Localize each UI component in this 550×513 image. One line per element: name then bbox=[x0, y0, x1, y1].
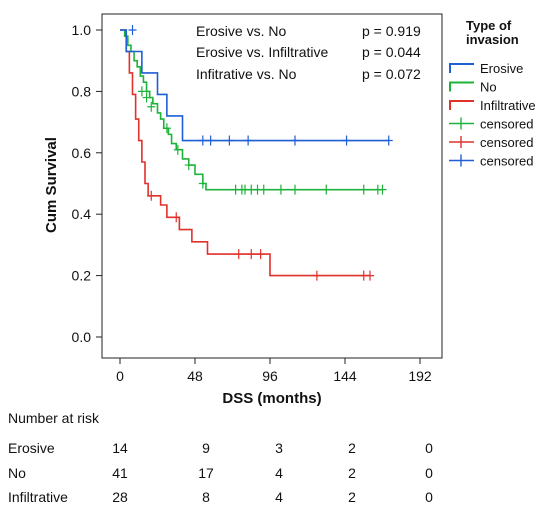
risk-cell: 8 bbox=[202, 489, 210, 505]
censor-mark-erosive bbox=[225, 135, 234, 146]
censor-mark-erosive bbox=[128, 25, 137, 35]
risk-cell: 4 bbox=[275, 489, 283, 505]
series-layer bbox=[120, 25, 393, 281]
x-axis-label: DSS (months) bbox=[222, 390, 321, 407]
x-tick-label: 96 bbox=[262, 368, 278, 384]
annotation-block: Erosive vs. No p = 0.919 Erosive vs. Inf… bbox=[196, 23, 421, 82]
censor-mark-no bbox=[378, 184, 387, 195]
y-tick-label: 0.4 bbox=[72, 206, 92, 222]
censor-mark-no bbox=[162, 123, 171, 134]
y-tick-label: 0.8 bbox=[72, 83, 92, 99]
censor-mark-erosive bbox=[342, 135, 351, 146]
plot-frame bbox=[101, 13, 443, 359]
annotation-p-3: p = 0.072 bbox=[362, 66, 421, 82]
censor-mark-no bbox=[142, 92, 151, 103]
censor-mark-no bbox=[322, 184, 331, 195]
risk-row-erosive: Erosive 14 9 3 2 0 bbox=[8, 440, 548, 460]
x-tick-label: 48 bbox=[187, 368, 203, 384]
risk-cell: 3 bbox=[275, 440, 283, 456]
risk-cell: 0 bbox=[425, 440, 433, 456]
censor-mark-no bbox=[276, 184, 285, 195]
censor-mark-no bbox=[147, 101, 156, 112]
censor-mark-infiltrative bbox=[147, 190, 156, 201]
risk-cell: 2 bbox=[348, 440, 356, 456]
legend-entry: censored bbox=[449, 154, 533, 169]
censor-mark-erosive bbox=[206, 135, 215, 146]
censor-mark-infiltrative bbox=[234, 249, 243, 260]
y-axis-ticks: 0.0 0.2 0.4 0.6 0.8 1.0 bbox=[72, 22, 102, 345]
annotation-label-1: Erosive vs. No bbox=[196, 23, 286, 39]
censor-mark-infiltrative bbox=[256, 249, 265, 260]
censor-mark-no bbox=[198, 178, 207, 189]
annotation-label-2: Erosive vs. Infiltrative bbox=[196, 44, 328, 60]
y-tick-label: 0.0 bbox=[72, 329, 92, 345]
legend-label: censored bbox=[480, 154, 533, 169]
legend-label: Infiltrative bbox=[480, 98, 536, 113]
annotation-p-2: p = 0.044 bbox=[362, 44, 421, 60]
risk-row-label: No bbox=[8, 465, 26, 481]
legend-title-line-1: Type of bbox=[466, 18, 512, 33]
legend-entry: Erosive bbox=[449, 61, 523, 76]
censor-mark-no bbox=[359, 184, 368, 195]
risk-row-label: Erosive bbox=[8, 440, 55, 456]
risk-row-infiltrative: Infiltrative 28 8 4 2 0 bbox=[8, 489, 548, 509]
legend: Type of invasion Erosive No Infiltrative ce… bbox=[449, 18, 536, 169]
legend-label: censored bbox=[480, 117, 533, 132]
risk-row-label: Infiltrative bbox=[8, 489, 68, 505]
legend-swatch-cross bbox=[449, 154, 474, 167]
x-tick-label: 192 bbox=[408, 368, 432, 384]
censor-mark-no bbox=[184, 160, 193, 171]
risk-cell: 2 bbox=[348, 465, 356, 481]
censor-mark-no bbox=[137, 86, 146, 97]
legend-entry: No bbox=[449, 80, 497, 95]
legend-entry: censored bbox=[449, 135, 533, 150]
risk-row-no: No 41 17 4 2 0 bbox=[8, 465, 548, 485]
risk-cell: 41 bbox=[112, 465, 128, 481]
legend-entry: censored bbox=[449, 117, 533, 132]
km-chart: Cum Survival DSS (months) 0.00.20.40.60.… bbox=[43, 13, 536, 407]
legend-entry: Infiltrative bbox=[449, 98, 536, 113]
risk-cell: 17 bbox=[198, 465, 214, 481]
risk-cell: 4 bbox=[275, 465, 283, 481]
y-tick-label: 0.2 bbox=[72, 268, 92, 284]
risk-cell: 28 bbox=[112, 489, 128, 505]
legend-label: Erosive bbox=[480, 61, 523, 76]
annotation-label-3: Infitrative vs. No bbox=[196, 66, 297, 82]
y-axis-label: Cum Survival bbox=[43, 137, 60, 233]
censor-mark-infiltrative bbox=[312, 270, 321, 281]
legend-swatch-cross bbox=[449, 136, 474, 148]
risk-table: Number at risk Erosive 14 9 3 2 0 No 41 … bbox=[8, 410, 548, 510]
x-tick-label: 0 bbox=[116, 368, 124, 384]
risk-cell: 9 bbox=[202, 440, 210, 456]
censor-mark-no bbox=[259, 184, 268, 195]
x-tick-label: 144 bbox=[333, 368, 357, 384]
risk-cell: 2 bbox=[348, 489, 356, 505]
risk-cell: 0 bbox=[425, 465, 433, 481]
legend-swatch-line bbox=[449, 81, 474, 92]
legend-swatch-line bbox=[449, 63, 474, 73]
censor-mark-erosive bbox=[198, 135, 207, 146]
survival-curve-erosive bbox=[120, 29, 389, 142]
risk-table-heading: Number at risk bbox=[8, 410, 100, 426]
censor-mark-infiltrative bbox=[247, 249, 256, 260]
legend-swatch-cross bbox=[449, 117, 474, 130]
y-tick-label: 0.6 bbox=[72, 145, 92, 161]
censor-mark-infiltrative bbox=[172, 212, 181, 223]
censor-mark-erosive bbox=[244, 135, 253, 146]
censor-mark-infiltrative bbox=[366, 270, 374, 281]
y-tick-label: 1.0 bbox=[72, 22, 92, 38]
survival-curve-infiltrative bbox=[120, 29, 370, 277]
censor-mark-erosive bbox=[291, 135, 299, 146]
legend-title-line-2: invasion bbox=[466, 32, 519, 47]
x-axis-ticks: 0 48 96 144 192 bbox=[116, 358, 432, 384]
censor-mark-no bbox=[173, 144, 182, 155]
censor-mark-erosive bbox=[384, 135, 393, 146]
censor-mark-no bbox=[291, 184, 299, 195]
legend-label: censored bbox=[480, 135, 533, 150]
annotation-p-1: p = 0.919 bbox=[362, 23, 421, 39]
risk-cell: 0 bbox=[425, 489, 433, 505]
legend-swatch-line bbox=[449, 100, 474, 110]
legend-label: No bbox=[480, 80, 497, 95]
risk-cell: 14 bbox=[112, 440, 128, 456]
